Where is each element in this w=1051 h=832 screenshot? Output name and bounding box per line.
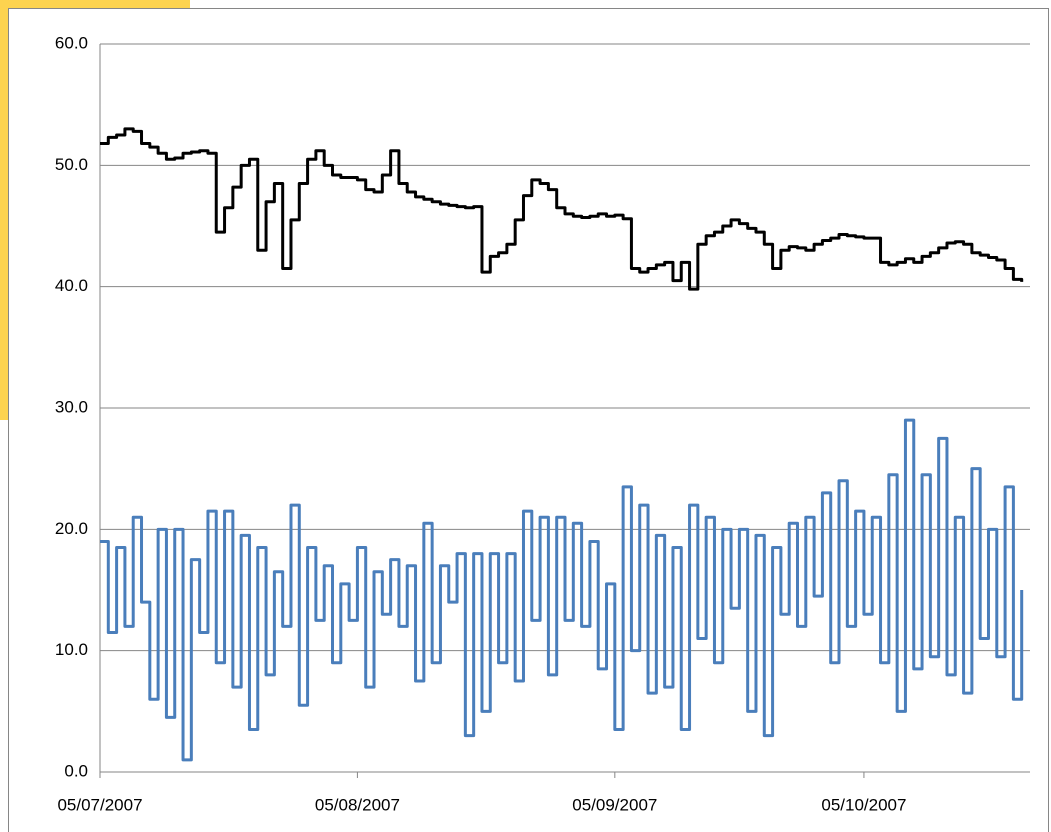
y-tick-label: 0.0	[64, 761, 88, 780]
series-line	[100, 127, 1024, 291]
y-tick-label: 60.0	[55, 33, 88, 52]
y-tick-label: 20.0	[55, 519, 88, 538]
x-tick-label: 05/08/2007	[315, 795, 400, 814]
chart-frame	[8, 8, 1049, 832]
y-tick-label: 30.0	[55, 397, 88, 416]
y-tick-label: 10.0	[55, 640, 88, 659]
series-line	[100, 418, 1024, 762]
y-tick-label: 40.0	[55, 276, 88, 295]
x-tick-label: 05/09/2007	[572, 795, 657, 814]
y-tick-label: 50.0	[55, 155, 88, 174]
decor-strip	[0, 0, 190, 8]
x-tick-label: 05/07/2007	[57, 795, 142, 814]
x-tick-label: 05/10/2007	[821, 795, 906, 814]
decor-strip	[0, 0, 8, 420]
